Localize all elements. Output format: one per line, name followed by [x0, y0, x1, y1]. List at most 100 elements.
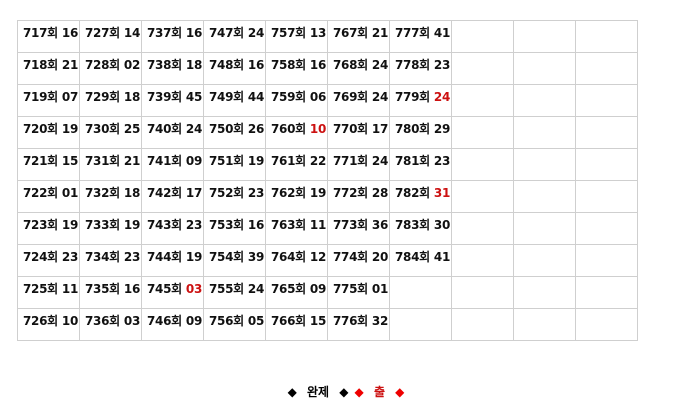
drawn-number: 23: [433, 58, 450, 72]
grid-cell: 773회 36: [327, 212, 390, 245]
drawn-number: 18: [123, 90, 140, 104]
grid-cell: 729회 18: [79, 84, 142, 117]
round-label: 728회: [85, 58, 120, 72]
round-label: 725회: [23, 282, 58, 296]
legend-draw-label: 출: [373, 385, 385, 399]
drawn-number: 19: [309, 186, 326, 200]
round-label: 742회: [147, 186, 182, 200]
drawn-number: 23: [433, 154, 450, 168]
drawn-number: 16: [123, 282, 140, 296]
grid-cell: [513, 148, 576, 181]
drawn-number: 39: [247, 250, 264, 264]
drawn-number: 28: [371, 186, 388, 200]
grid-cell: [513, 84, 576, 117]
grid-cell: 768회 24: [327, 52, 390, 85]
round-label: 756회: [209, 314, 244, 328]
drawn-number: 19: [123, 218, 140, 232]
drawn-number: 24: [433, 90, 450, 104]
grid-row: 719회 07 729회 18 739회 45 749회 44 759회 06 769회 24 779회…: [17, 84, 638, 117]
drawn-number: 23: [247, 186, 264, 200]
grid-cell: 754회 39: [203, 244, 266, 277]
round-label: 750회: [209, 122, 244, 136]
grid-cell: 747회 24: [203, 20, 266, 53]
drawn-number: 14: [123, 26, 140, 40]
grid-cell: 741회 09: [141, 148, 204, 181]
drawn-number: 15: [309, 314, 326, 328]
round-label: 729회: [85, 90, 120, 104]
grid-cell: [451, 308, 514, 341]
drawn-number: 01: [371, 282, 388, 296]
grid-cell: [575, 84, 638, 117]
drawn-number: 23: [61, 250, 78, 264]
grid-cell: [575, 148, 638, 181]
round-label: 767회: [333, 26, 368, 40]
grid-cell: 778회 23: [389, 52, 452, 85]
grid-cell: 769회 24: [327, 84, 390, 117]
grid-cell: [513, 212, 576, 245]
round-label: 720회: [23, 122, 58, 136]
drawn-number: 16: [247, 218, 264, 232]
grid-cell: 726회 10: [17, 308, 80, 341]
black-diamond-icon: ◆: [339, 385, 349, 399]
round-label: 732회: [85, 186, 120, 200]
drawn-number: 26: [247, 122, 264, 136]
drawn-number: 03: [123, 314, 140, 328]
drawn-number: 24: [371, 58, 388, 72]
drawn-number: 16: [247, 58, 264, 72]
round-label: 770회: [333, 122, 368, 136]
grid-cell: 760회 10: [265, 116, 328, 149]
grid-cell: [575, 20, 638, 53]
grid-cell: 736회 03: [79, 308, 142, 341]
round-label: 783회: [395, 218, 430, 232]
round-label: 744회: [147, 250, 182, 264]
round-label: 733회: [85, 218, 120, 232]
grid-cell: 749회 44: [203, 84, 266, 117]
grid-cell: 724회 23: [17, 244, 80, 277]
grid-cell: [451, 276, 514, 309]
grid-row: 723회 19 733회 19 743회 23 753회 16 763회 11 773회 36 783회…: [17, 212, 638, 245]
round-label: 722회: [23, 186, 58, 200]
grid-cell: 756회 05: [203, 308, 266, 341]
round-label: 762회: [271, 186, 306, 200]
grid-cell: 772회 28: [327, 180, 390, 213]
round-label: 761회: [271, 154, 306, 168]
drawn-number: 32: [371, 314, 388, 328]
drawn-number: 07: [61, 90, 78, 104]
grid-cell: 717회 16: [17, 20, 80, 53]
drawn-number: 31: [433, 186, 450, 200]
grid-cell: 763회 11: [265, 212, 328, 245]
round-label: 734회: [85, 250, 120, 264]
round-label: 717회: [23, 26, 58, 40]
grid-cell: 742회 17: [141, 180, 204, 213]
grid-row: 720회 19 730회 25 740회 24 750회 26 760회 10 770회 17 780회…: [17, 116, 638, 149]
round-label: 727회: [85, 26, 120, 40]
grid-cell: 774회 20: [327, 244, 390, 277]
grid-cell: 725회 11: [17, 276, 80, 309]
drawn-number: 19: [61, 218, 78, 232]
grid-cell: 753회 16: [203, 212, 266, 245]
drawn-number: 24: [371, 154, 388, 168]
grid-cell: 743회 23: [141, 212, 204, 245]
drawn-number: 23: [123, 250, 140, 264]
round-label: 774회: [333, 250, 368, 264]
round-label: 771회: [333, 154, 368, 168]
red-diamond-icon: ◆: [395, 385, 405, 399]
grid-cell: [513, 276, 576, 309]
round-label: 766회: [271, 314, 306, 328]
grid-cell: [575, 212, 638, 245]
round-label: 747회: [209, 26, 244, 40]
round-label: 763회: [271, 218, 306, 232]
red-diamond-icon: ◆: [354, 385, 364, 399]
legend: ◆ 완제 ◆ ◆ 출 ◆: [0, 383, 678, 400]
round-label: 739회: [147, 90, 182, 104]
grid-cell: 752회 23: [203, 180, 266, 213]
grid-cell: [451, 20, 514, 53]
grid-cell: 750회 26: [203, 116, 266, 149]
grid-cell: [575, 180, 638, 213]
grid-cell: 728회 02: [79, 52, 142, 85]
grid-cell: 738회 18: [141, 52, 204, 85]
drawn-number: 09: [309, 282, 326, 296]
grid-cell: [513, 116, 576, 149]
drawn-number: 41: [433, 26, 450, 40]
grid-cell: 757회 13: [265, 20, 328, 53]
